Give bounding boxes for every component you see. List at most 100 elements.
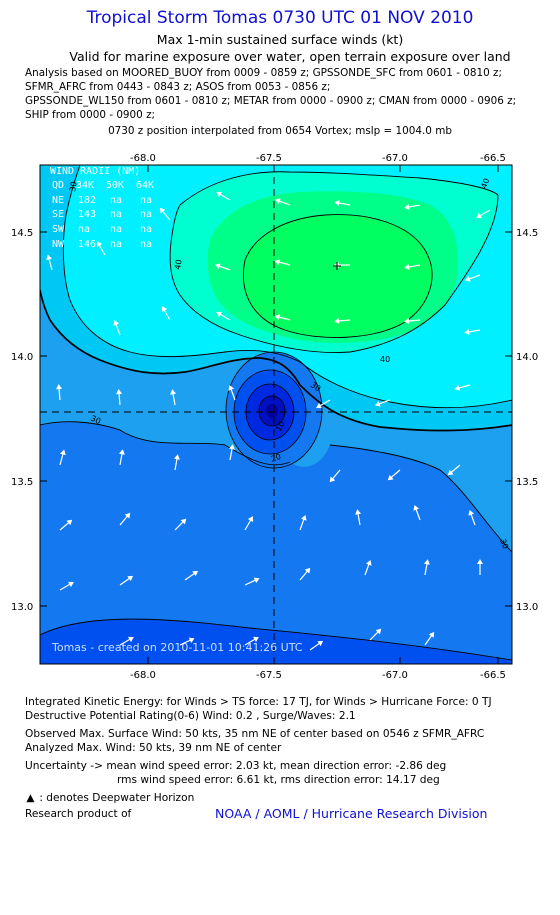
uncertainty-line-1: Uncertainty -> mean wind speed error: 2.… xyxy=(25,760,447,772)
wind-radii-cell: na xyxy=(110,195,122,206)
subtitle-exposure: Valid for marine exposure over water, op… xyxy=(69,49,511,64)
wind-arrow xyxy=(404,263,421,270)
x-tick-top: -67.0 xyxy=(382,153,408,164)
wind-arrow xyxy=(59,449,66,466)
wind-radii-title: WIND RADII (NM) xyxy=(50,166,140,177)
wind-arrow xyxy=(119,636,134,646)
wind-radii-table: WIND RADII (NM) QD 34K 50K 64K NE 182 na… xyxy=(50,166,154,250)
ike-text: Integrated Kinetic Energy: for Winds > T… xyxy=(25,696,492,708)
wind-arrow xyxy=(179,637,195,646)
wind-arrow xyxy=(119,512,131,526)
wind-arrow xyxy=(374,399,391,407)
wind-radii-cell: SW xyxy=(52,224,65,235)
wind-arrow xyxy=(334,317,351,324)
axis-ticks xyxy=(40,165,512,664)
deepwater-horizon-label: : denotes Deepwater Horizon xyxy=(39,792,195,804)
y-tick-right: 14.5 xyxy=(516,228,538,239)
analysis-line-3: GPSSONDE_WL150 from 0601 - 0810 z; METAR… xyxy=(25,95,517,107)
contour-label: 20 xyxy=(270,452,283,464)
wind-arrow xyxy=(476,209,491,219)
band-below-20 xyxy=(40,619,512,664)
wind-arrow xyxy=(216,191,231,201)
plot-frame xyxy=(39,164,513,665)
y-tick-right: 14.0 xyxy=(516,352,538,363)
vortex-eye xyxy=(266,404,278,418)
x-tick-top: -68.0 xyxy=(130,153,156,164)
contour-label: 40 xyxy=(173,259,184,271)
wind-arrow xyxy=(404,203,421,210)
wind-arrow xyxy=(355,509,362,526)
x-tick-top: -66.5 xyxy=(480,153,506,164)
wind-radii-cell: NE xyxy=(52,195,64,206)
x-tick-bottom: -67.5 xyxy=(256,670,282,681)
wind-arrow xyxy=(274,259,291,266)
wind-arrow xyxy=(464,328,481,335)
x-tick-bottom: -66.5 xyxy=(480,670,506,681)
y-tick-left: 13.5 xyxy=(11,477,33,488)
research-product-label: Research product of xyxy=(25,808,132,820)
wind-arrow xyxy=(464,274,481,282)
wind-arrow xyxy=(228,384,236,401)
wind-radii-cell: na xyxy=(110,239,122,250)
deepwater-horizon-legend: ▲ : denotes Deepwater Horizon xyxy=(25,792,194,804)
wind-radii-cell: 146 xyxy=(78,239,96,250)
subtitle-winds: Max 1-min sustained surface winds (kt) xyxy=(156,32,404,47)
wind-radii-cell: na xyxy=(110,209,122,220)
wind-radii-cell: na xyxy=(140,195,152,206)
wind-arrow xyxy=(244,636,259,646)
contour-lines xyxy=(40,165,512,661)
x-tick-bottom: -67.0 xyxy=(382,670,408,681)
noaa-link[interactable]: NOAA / AOML / Hurricane Research Divisio… xyxy=(215,806,488,821)
contour-label: 30 xyxy=(89,414,102,426)
wind-arrow xyxy=(59,519,73,531)
wind-arrow xyxy=(454,384,471,391)
wind-arrow xyxy=(274,198,291,206)
wind-radii-cell: SE xyxy=(52,209,64,220)
wind-arrow xyxy=(46,254,53,271)
wind-arrow xyxy=(173,454,180,471)
wind-radii-header: 64K xyxy=(136,180,154,191)
band-bright-green xyxy=(243,214,433,338)
wind-arrow xyxy=(423,559,430,576)
wind-arrow xyxy=(119,575,134,586)
analysis-line-4: SHIP from 0000 - 0900 z; xyxy=(25,109,156,121)
wind-arrow xyxy=(184,570,199,581)
y-tick-left: 14.0 xyxy=(11,352,33,363)
wind-arrow xyxy=(216,311,231,321)
contour-label: 40 xyxy=(380,355,390,364)
analysis-line-2: SFMR_AFRC from 0443 - 0843 z; ASOS from … xyxy=(25,81,331,93)
wind-radii-cell: na xyxy=(78,224,90,235)
dpr-text: Destructive Potential Rating(0-6) Wind: … xyxy=(25,710,356,722)
wind-arrow xyxy=(170,389,177,406)
y-tick-left: 14.5 xyxy=(11,228,33,239)
wind-radii-header: 50K xyxy=(106,180,124,191)
y-tick-right: 13.0 xyxy=(516,602,538,613)
wind-radii-cell: na xyxy=(140,239,152,250)
contour-34kt xyxy=(40,289,512,432)
wind-arrow xyxy=(334,200,351,207)
wind-arrow xyxy=(113,319,121,336)
wind-arrow xyxy=(159,207,171,221)
wind-arrow xyxy=(118,449,125,466)
x-tick-top: -67.5 xyxy=(256,153,282,164)
contour-label: 30 xyxy=(498,538,510,551)
wind-arrow xyxy=(364,559,372,576)
y-tick-left: 13.0 xyxy=(11,602,33,613)
wind-arrow xyxy=(116,389,123,406)
wind-arrow xyxy=(447,464,461,476)
y-tick-right: 13.5 xyxy=(516,477,538,488)
wind-radii-cell: na xyxy=(140,224,152,235)
wind-radii-cell: na xyxy=(140,209,152,220)
contour-label: 30 xyxy=(68,181,79,193)
wind-radii-cell: 143 xyxy=(78,209,96,220)
wind-arrow xyxy=(316,399,331,409)
wind-arrow xyxy=(468,509,476,526)
wind-arrow xyxy=(161,306,171,321)
wind-radii-cell: na xyxy=(110,224,122,235)
wind-vectors xyxy=(46,191,491,651)
observed-max-wind: Observed Max. Surface Wind: 50 kts, 35 n… xyxy=(25,728,485,740)
wind-arrow xyxy=(56,384,63,401)
wind-arrow xyxy=(214,263,231,271)
wind-arrow xyxy=(228,444,235,461)
analyzed-max-wind: Analyzed Max. Wind: 50 kts, 39 nm NE of … xyxy=(25,742,282,754)
